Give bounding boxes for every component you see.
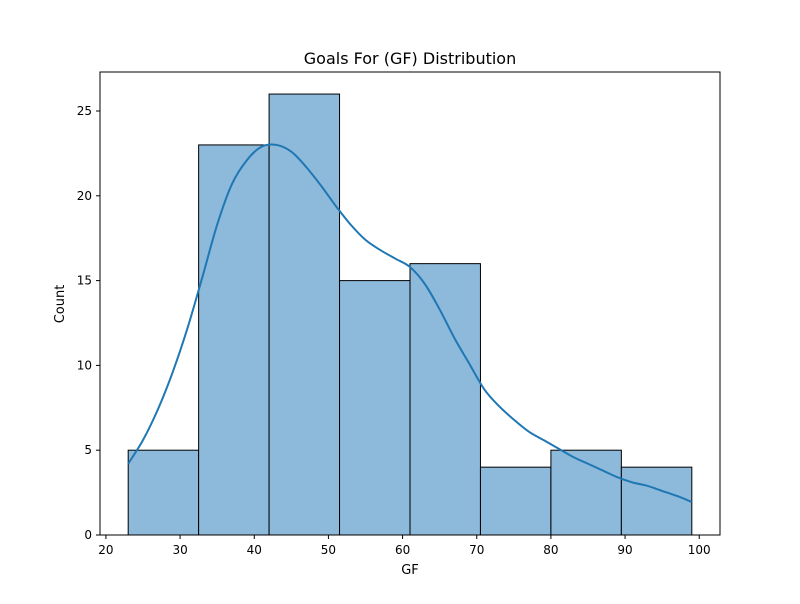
y-tick-label: 0	[84, 528, 92, 542]
x-tick-label: 40	[247, 543, 262, 557]
y-tick-label: 15	[77, 274, 92, 288]
x-tick-label: 30	[172, 543, 187, 557]
y-tick-label: 5	[84, 443, 92, 457]
histogram-bar	[409, 263, 481, 536]
x-tick-label: 20	[98, 543, 113, 557]
x-tick-label: 60	[395, 543, 410, 557]
x-tick-label: 100	[688, 543, 711, 557]
y-tick-label: 25	[77, 104, 92, 118]
histogram-bar	[550, 449, 622, 536]
histogram-bar	[479, 466, 552, 536]
x-tick-label: 90	[617, 543, 632, 557]
kde-line	[127, 143, 693, 503]
x-tick-label: 80	[543, 543, 558, 557]
histogram-bar	[339, 280, 411, 536]
histogram-bars	[127, 93, 693, 536]
x-axis: 20 30 40 50 60 70 80 90 100	[98, 535, 711, 557]
histogram-bar	[198, 144, 270, 536]
y-axis-label: Count	[53, 285, 68, 324]
plot-frame	[99, 71, 721, 536]
y-tick-label: 20	[77, 189, 92, 203]
x-tick-label: 70	[469, 543, 484, 557]
histogram-bar	[620, 466, 693, 536]
y-axis: 0 5 10 15 20 25	[77, 104, 100, 542]
y-tick-label: 10	[77, 358, 92, 372]
chart-title: Goals For (GF) Distribution	[304, 49, 516, 68]
x-tick-label: 50	[321, 543, 336, 557]
histogram-bar	[127, 449, 200, 536]
x-axis-label: GF	[401, 563, 419, 578]
histogram-bar	[268, 93, 341, 536]
